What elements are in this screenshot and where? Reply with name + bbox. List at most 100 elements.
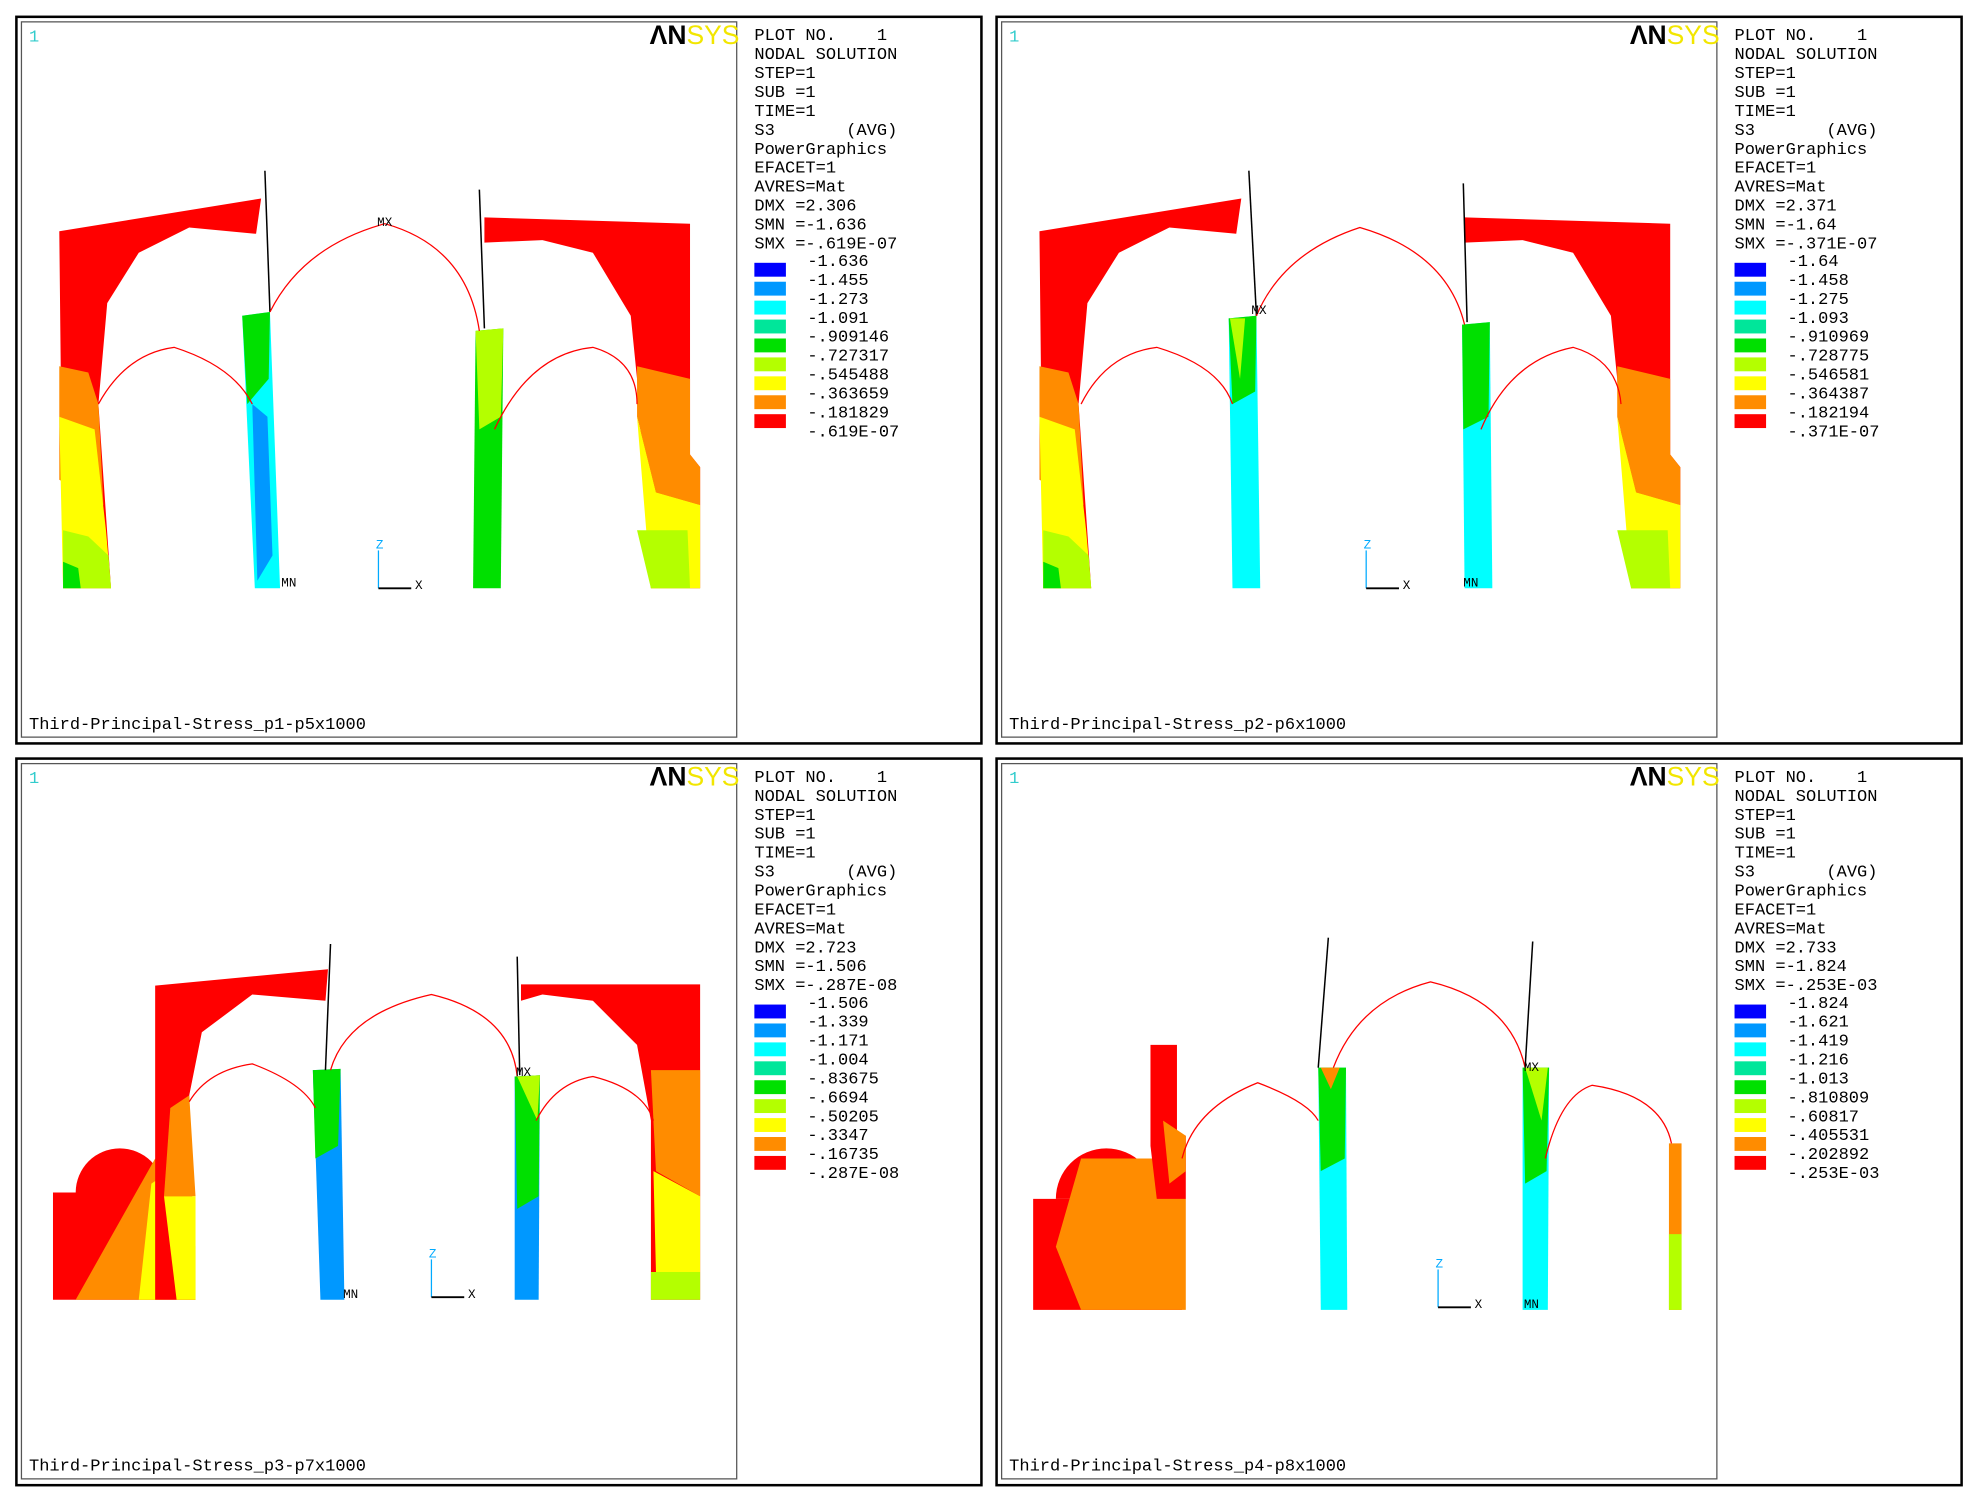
legend-value: -.910969 [1788, 329, 1870, 348]
legend-value: -1.458 [1788, 272, 1849, 291]
info-line: PowerGraphics [1735, 883, 1868, 902]
legend-swatch [754, 281, 786, 296]
info-line: STEP=1 [1735, 807, 1796, 826]
logo-part: SYS [686, 762, 739, 792]
legend-swatch [754, 319, 786, 334]
legend-value: -.728775 [1788, 348, 1870, 367]
info-line: TIME=1 [754, 103, 815, 122]
legend-value: -.619E-07 [807, 423, 899, 442]
legend-value: -.182194 [1788, 404, 1870, 423]
stress-region [242, 312, 270, 405]
legend-swatch [754, 1155, 786, 1170]
info-line: SMN =-1.824 [1735, 958, 1847, 977]
undeformed-outline [329, 993, 518, 1077]
legend-swatch [1734, 1137, 1767, 1151]
legend-value: -1.013 [1788, 1070, 1849, 1089]
stress-region [1668, 1234, 1682, 1310]
stress-region [650, 1271, 701, 1300]
legend-swatch [1734, 376, 1767, 391]
undeformed-outline [1544, 1084, 1673, 1159]
info-line: SMX =-.253E-03 [1735, 977, 1878, 996]
axis-z-label: Z [429, 1248, 437, 1262]
plot-area [20, 21, 738, 738]
info-line: TIME=1 [1735, 845, 1796, 864]
legend-value: -.546581 [1788, 367, 1870, 386]
axis-x-label: X [1475, 1298, 1483, 1312]
stress-region [637, 530, 691, 589]
window-number: 1 [1009, 770, 1019, 789]
legend-swatch [1734, 1004, 1767, 1019]
logo-part: SYS [686, 20, 739, 50]
legend-swatch [1734, 281, 1767, 296]
legend-swatch [754, 357, 786, 372]
legend-swatch [754, 414, 786, 429]
info-line: PowerGraphics [754, 883, 887, 902]
plot-area [1000, 762, 1718, 1480]
logo-part: SYS [1667, 762, 1720, 792]
stress-region [1617, 530, 1671, 589]
legend-swatch [1734, 1155, 1767, 1170]
max-label: MX [377, 216, 393, 230]
info-line: STEP=1 [1735, 65, 1796, 84]
undeformed-outline [269, 223, 480, 332]
legend-swatch [1734, 395, 1767, 410]
legend-value: -.16735 [807, 1146, 878, 1165]
info-line: PLOT NO. 1 [1735, 769, 1868, 788]
legend-swatch [1734, 1080, 1767, 1095]
legend-swatch [754, 1042, 786, 1057]
plot-area [20, 762, 738, 1480]
stress-region [1039, 198, 1242, 589]
info-line: DMX =2.306 [754, 198, 856, 217]
legend-value: -1.824 [1788, 995, 1849, 1014]
logo-part: ΛN [1630, 762, 1667, 792]
axis-x-label: X [468, 1288, 476, 1302]
undeformed-outline [1181, 1082, 1319, 1159]
undeformed-outline [1255, 226, 1466, 325]
window-number: 1 [29, 29, 39, 48]
stress-region [1318, 1067, 1346, 1172]
deformed-edge [324, 943, 332, 1071]
legend-swatch [754, 1099, 786, 1114]
plot-area [1000, 21, 1718, 738]
info-line: S3 (AVG) [1735, 122, 1878, 141]
legend-swatch [1734, 338, 1767, 353]
legend-value: -1.419 [1788, 1033, 1849, 1052]
min-label: MN [343, 1288, 358, 1302]
legend-swatch [1734, 300, 1767, 315]
axis-z-label: Z [1436, 1258, 1444, 1272]
legend-swatch [754, 1061, 786, 1076]
legend-value: -.405531 [1788, 1127, 1870, 1146]
axis-z-label: Z [1364, 539, 1372, 553]
legend-value: -.371E-07 [1788, 423, 1880, 442]
undeformed-outline [1080, 346, 1234, 405]
legend-swatch [1734, 357, 1767, 372]
info-line: SMN =-1.64 [1735, 216, 1837, 235]
stress-region [163, 1196, 196, 1300]
legend-swatch [1734, 1118, 1767, 1132]
min-label: MN [1463, 577, 1478, 591]
info-line: S3 (AVG) [1735, 864, 1878, 883]
info-line: SMX =-.371E-07 [1735, 235, 1878, 254]
legend-value: -1.339 [807, 1014, 868, 1033]
legend-value: -1.273 [807, 291, 868, 310]
legend-value: -1.093 [1788, 310, 1849, 329]
info-line: S3 (AVG) [754, 864, 897, 883]
caption: Third-Principal-Stress_p2-p6x1000 [1009, 716, 1346, 735]
stress-region [1525, 1067, 1548, 1121]
stress-region [59, 198, 262, 589]
caption: Third-Principal-Stress_p1-p5x1000 [29, 716, 366, 735]
legend-swatch [1734, 1061, 1767, 1076]
info-line: SUB =1 [754, 826, 815, 845]
legend-swatch [1734, 1099, 1767, 1114]
info-line: NODAL SOLUTION [754, 46, 897, 65]
info-line: PLOT NO. 1 [1735, 27, 1868, 46]
legend-value: -.202892 [1788, 1146, 1870, 1165]
stress-region [653, 1171, 701, 1272]
axis-z-label: Z [376, 539, 384, 553]
legend-swatch [754, 1118, 786, 1132]
legend-value: -.50205 [807, 1108, 878, 1127]
info-line: DMX =2.371 [1735, 198, 1837, 217]
stress-region [63, 561, 81, 589]
